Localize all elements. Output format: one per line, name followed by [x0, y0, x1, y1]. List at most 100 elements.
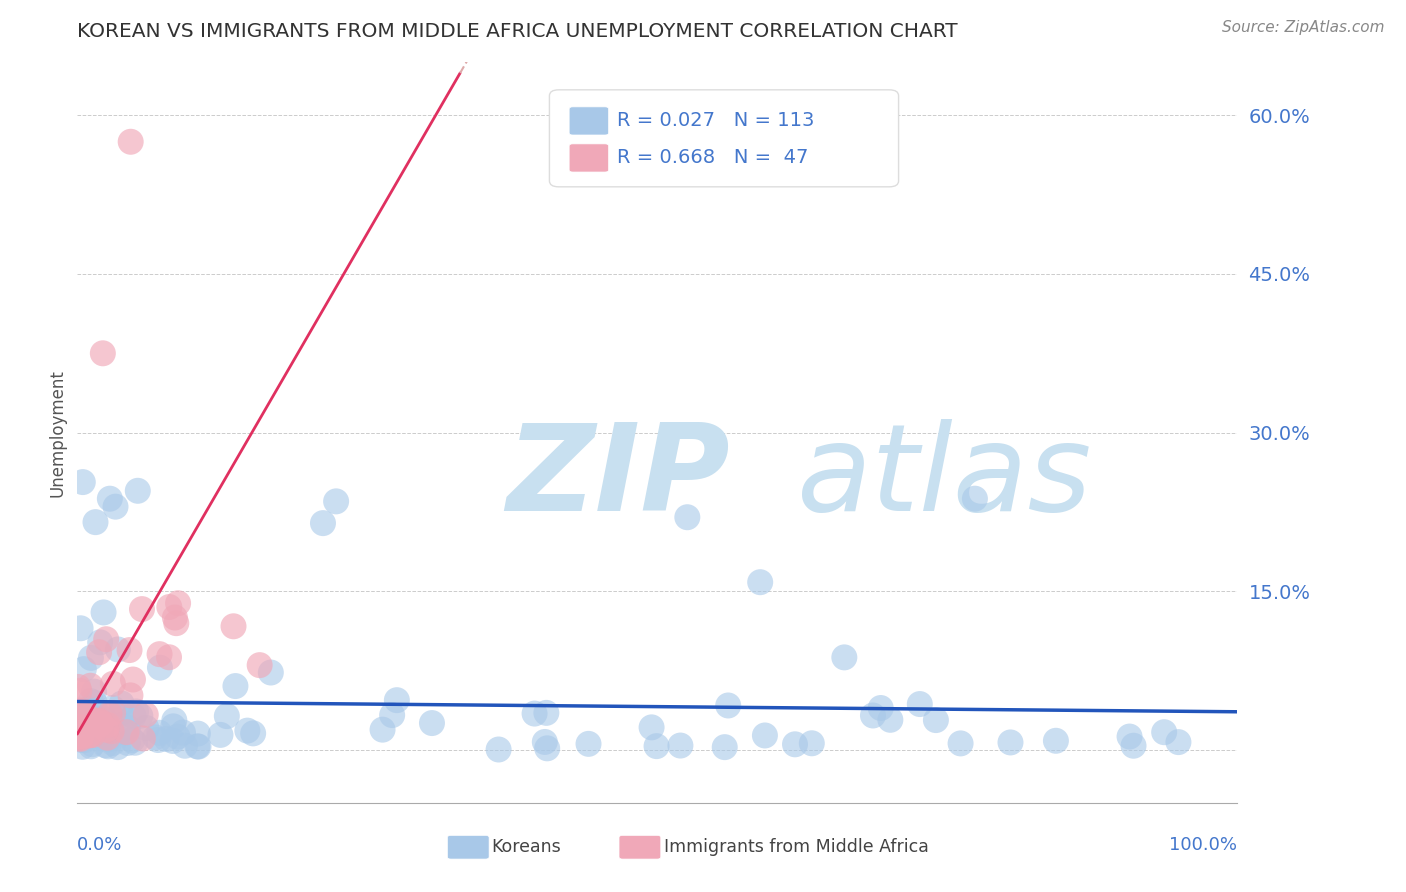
Point [101, 706, 124, 720]
Point [143, 731, 166, 745]
Point [125, 705, 148, 719]
Point [949, 736, 972, 750]
Point [73, 733, 96, 747]
Point [101, 701, 124, 715]
Point [165, 616, 187, 631]
Point [93, 606, 115, 620]
Text: R = 0.668   N =  47: R = 0.668 N = 47 [617, 148, 808, 168]
Point [83, 684, 105, 698]
Point [420, 716, 443, 731]
Point [72, 739, 94, 754]
Point [131, 602, 153, 616]
Point [536, 706, 558, 720]
Text: 100.0%: 100.0% [1170, 836, 1237, 855]
Point [80, 651, 103, 665]
Point [1167, 735, 1189, 749]
Point [80, 694, 103, 708]
Point [69, 730, 91, 744]
Point [87, 717, 110, 731]
FancyBboxPatch shape [447, 836, 489, 859]
Point [260, 665, 283, 680]
Point [127, 483, 149, 498]
Point [167, 596, 190, 610]
Point [783, 737, 806, 751]
Point [91, 346, 114, 360]
Point [79, 714, 101, 728]
Point [135, 707, 157, 722]
Point [75, 707, 97, 722]
Point [640, 720, 662, 734]
Point [800, 736, 823, 750]
Point [157, 650, 180, 665]
Point [107, 642, 129, 657]
Point [215, 709, 238, 723]
Point [162, 734, 184, 748]
Point [385, 693, 408, 707]
Point [72, 706, 94, 721]
Point [371, 723, 394, 737]
Point [98, 491, 121, 506]
Point [101, 736, 124, 750]
Point [121, 733, 143, 747]
Point [523, 706, 546, 721]
Point [713, 740, 735, 755]
Point [174, 739, 197, 753]
Point [157, 599, 180, 614]
Point [122, 709, 145, 723]
Point [96, 632, 118, 647]
Point [166, 730, 188, 744]
Point [67, 720, 90, 734]
Point [879, 713, 901, 727]
Point [149, 660, 172, 674]
FancyBboxPatch shape [550, 90, 898, 186]
Point [70, 733, 93, 747]
Point [135, 721, 157, 735]
Point [97, 732, 120, 747]
Point [101, 677, 124, 691]
Point [98, 707, 121, 722]
Point [70, 731, 93, 746]
Point [249, 658, 271, 673]
Point [645, 739, 668, 753]
Text: Koreans: Koreans [492, 838, 561, 856]
Point [242, 726, 264, 740]
Point [118, 643, 141, 657]
Point [488, 742, 510, 756]
Point [669, 739, 692, 753]
FancyBboxPatch shape [569, 144, 609, 172]
Point [148, 725, 170, 739]
Point [224, 679, 246, 693]
Point [148, 647, 170, 661]
Point [67, 731, 90, 746]
Point [578, 737, 600, 751]
Point [925, 713, 948, 727]
Point [83, 723, 105, 737]
Text: KOREAN VS IMMIGRANTS FROM MIDDLE AFRICA UNEMPLOYMENT CORRELATION CHART: KOREAN VS IMMIGRANTS FROM MIDDLE AFRICA … [77, 22, 957, 41]
Point [91, 730, 114, 744]
Point [80, 739, 103, 754]
Point [1122, 739, 1144, 753]
Point [87, 645, 110, 659]
FancyBboxPatch shape [619, 836, 661, 859]
Point [72, 708, 94, 723]
Point [117, 736, 139, 750]
Point [187, 726, 209, 740]
Point [69, 712, 91, 726]
Point [75, 703, 97, 717]
Point [82, 728, 104, 742]
Point [67, 680, 90, 694]
Point [754, 729, 776, 743]
Point [162, 719, 184, 733]
Point [83, 719, 105, 733]
Point [163, 713, 186, 727]
Text: R = 0.027   N = 113: R = 0.027 N = 113 [617, 112, 814, 130]
Point [111, 697, 134, 711]
Point [155, 731, 177, 746]
Point [312, 516, 335, 530]
Point [83, 696, 105, 710]
Y-axis label: Unemployment: Unemployment [48, 368, 66, 497]
Point [717, 698, 740, 713]
Point [749, 575, 772, 590]
Point [120, 689, 142, 703]
Point [69, 621, 91, 635]
